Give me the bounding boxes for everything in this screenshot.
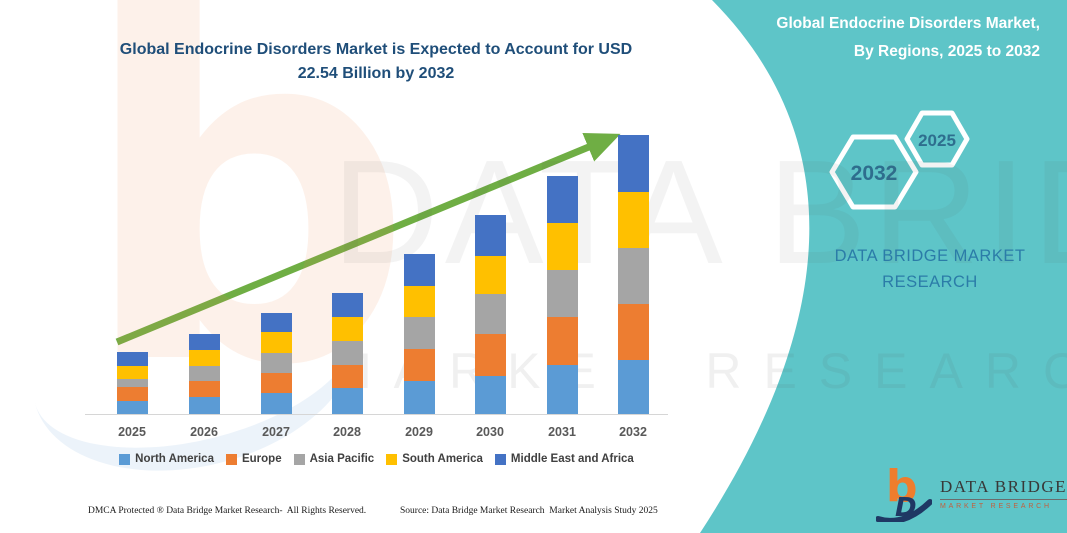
data-bridge-logo: b D DATA BRIDGE MARKET RESEARCH xyxy=(876,464,1067,522)
bar-segment-south-america-2026 xyxy=(188,349,220,366)
logo-text-block: DATA BRIDGE MARKET RESEARCH xyxy=(940,477,1067,510)
x-axis-label-2029: 2029 xyxy=(405,425,433,439)
legend-swatch-europe xyxy=(225,453,237,465)
chart-legend: North America Europe Asia Pacific South Ame… xyxy=(85,453,668,465)
bar-segment-middle-east-and-africa-2026 xyxy=(188,333,220,350)
svg-text:b: b xyxy=(886,464,918,512)
bar-segment-middle-east-and-africa-2028 xyxy=(331,292,363,317)
bar-segment-europe-2027 xyxy=(260,373,292,393)
panel-title-line2: By Regions, 2025 to 2032 xyxy=(853,43,1040,60)
dmca-copyright-text: DMCA Protected ® Data Bridge Market Rese… xyxy=(88,506,367,516)
bar-segment-north-america-2026 xyxy=(188,397,220,414)
x-axis-label-2032: 2032 xyxy=(619,425,647,439)
legend-swatch-north-america xyxy=(119,453,131,465)
hexagon-2032-outline xyxy=(829,134,919,210)
bar-segment-south-america-2028 xyxy=(331,316,363,341)
panel-title-line1: Global Endocrine Disorders Market, xyxy=(776,15,1040,32)
bar-segment-south-america-2025 xyxy=(116,365,148,379)
bar-segment-europe-2030 xyxy=(474,333,506,377)
bar-segment-middle-east-and-africa-2025 xyxy=(116,352,148,366)
x-axis-label-2031: 2031 xyxy=(548,425,576,439)
bar-segment-asia-pacific-2031 xyxy=(546,269,578,318)
hexagon-2032-label: 2032 xyxy=(851,162,898,185)
bar-segment-asia-pacific-2025 xyxy=(116,378,148,388)
legend-label-north-america: North America xyxy=(135,453,214,465)
legend-swatch-asia-pacific xyxy=(293,453,305,465)
x-axis-label-2030: 2030 xyxy=(476,425,504,439)
logo-name: DATA BRIDGE xyxy=(940,476,1067,496)
hexagon-2025-label: 2025 xyxy=(918,131,956,150)
hexagon-2025-outline xyxy=(904,110,970,168)
bar-segment-asia-pacific-2028 xyxy=(331,340,363,366)
legend-item-europe: Europe xyxy=(225,453,282,465)
bar-segment-middle-east-and-africa-2027 xyxy=(260,312,292,333)
bar-segment-north-america-2032 xyxy=(617,360,649,414)
chart-title: Global Endocrine Disorders Market is Exp… xyxy=(119,41,633,82)
bar-segment-asia-pacific-2029 xyxy=(403,317,435,349)
bar-segment-asia-pacific-2027 xyxy=(260,352,292,374)
bar-segment-south-america-2029 xyxy=(403,285,435,318)
bar-segment-south-america-2032 xyxy=(617,191,649,248)
source-text: Source: Data Bridge Market Research Mark… xyxy=(400,506,658,516)
legend-item-asia-pacific: Asia Pacific xyxy=(293,453,375,465)
brand-wordmark-center: DATA BRIDGE MARKET RESEARCH xyxy=(820,243,1040,295)
bar-segment-north-america-2027 xyxy=(260,392,292,414)
legend-swatch-south-america xyxy=(386,453,398,465)
brand-line1: DATA BRIDGE MARKET xyxy=(834,247,1026,265)
legend-label-middle-east-and-africa: Middle East and Africa xyxy=(510,453,634,465)
bar-segment-europe-2028 xyxy=(331,365,363,388)
legend-swatch-middle-east-and-africa xyxy=(494,453,506,465)
x-axis-label-2025: 2025 xyxy=(118,425,146,439)
bar-segment-north-america-2028 xyxy=(331,388,363,414)
bar-segment-north-america-2031 xyxy=(546,365,578,414)
teal-panel xyxy=(700,0,1067,533)
legend-label-europe: Europe xyxy=(241,453,282,465)
bar-segment-middle-east-and-africa-2031 xyxy=(546,176,578,223)
trend-arrow xyxy=(115,132,621,346)
legend-item-north-america: North America xyxy=(119,453,214,465)
bar-segment-asia-pacific-2030 xyxy=(474,293,506,334)
bar-segment-north-america-2025 xyxy=(116,401,148,414)
bar-segment-europe-2032 xyxy=(617,303,649,361)
bar-segment-south-america-2031 xyxy=(546,222,578,270)
bar-segment-asia-pacific-2026 xyxy=(188,365,220,382)
bar-segment-europe-2026 xyxy=(188,381,220,398)
legend-label-asia-pacific: Asia Pacific xyxy=(309,453,375,465)
panel-title: Global Endocrine Disorders Market, By Reg… xyxy=(720,10,1040,66)
bar-segment-middle-east-and-africa-2029 xyxy=(403,254,435,286)
x-axis-line xyxy=(85,414,668,415)
x-axis-label-2027: 2027 xyxy=(262,425,290,439)
brand-line2: RESEARCH xyxy=(882,273,978,291)
bar-segment-north-america-2029 xyxy=(403,381,435,414)
bar-segment-asia-pacific-2032 xyxy=(617,247,649,304)
x-axis-label-2028: 2028 xyxy=(333,425,361,439)
data-bridge-b-icon: b D xyxy=(876,464,932,522)
legend-item-south-america: South America xyxy=(386,453,483,465)
legend-label-south-america: South America xyxy=(402,453,483,465)
bar-segment-south-america-2030 xyxy=(474,256,506,294)
legend-item-middle-east-and-africa: Middle East and Africa xyxy=(494,453,634,465)
bar-segment-middle-east-and-africa-2032 xyxy=(617,134,649,192)
logo-tagline: MARKET RESEARCH xyxy=(940,502,1052,510)
bar-segment-north-america-2030 xyxy=(474,376,506,414)
bar-segment-europe-2029 xyxy=(403,349,435,382)
x-axis-label-2026: 2026 xyxy=(190,425,218,439)
bar-segment-europe-2025 xyxy=(116,387,148,401)
bar-segment-middle-east-and-africa-2030 xyxy=(474,214,506,257)
bar-segment-south-america-2027 xyxy=(260,332,292,353)
logo-divider xyxy=(940,498,1067,500)
bar-segment-europe-2031 xyxy=(546,317,578,366)
